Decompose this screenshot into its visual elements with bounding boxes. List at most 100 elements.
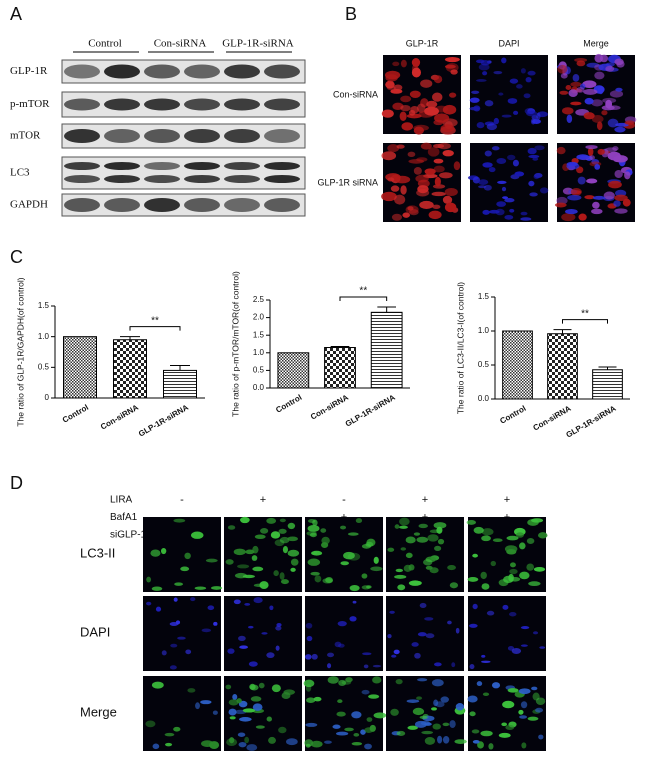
cell — [372, 676, 382, 684]
cell — [407, 151, 416, 158]
cell — [502, 196, 508, 200]
cell — [258, 682, 265, 689]
cell — [420, 720, 431, 726]
cell — [473, 105, 481, 112]
y-tick-label: 0 — [45, 393, 50, 402]
cell — [434, 113, 450, 123]
cell — [444, 56, 460, 63]
cell — [408, 109, 416, 116]
cell — [336, 731, 349, 736]
cell — [305, 654, 312, 660]
cell — [476, 121, 485, 129]
cell — [535, 697, 546, 706]
cell — [471, 729, 480, 734]
cell — [347, 532, 359, 536]
cell — [353, 733, 360, 737]
condition-sign: + — [260, 494, 266, 506]
cell — [582, 80, 597, 88]
cell — [246, 744, 258, 751]
y-axis-label: The ratio of p-mTOR/mTOR(of control) — [230, 271, 240, 417]
cell — [405, 552, 413, 559]
cell — [151, 586, 163, 591]
cell — [397, 584, 406, 591]
cell — [482, 209, 490, 215]
cell — [255, 725, 265, 729]
cell — [151, 681, 164, 689]
cell — [526, 110, 538, 117]
cell — [415, 581, 422, 586]
cell — [481, 654, 486, 658]
cell — [185, 649, 192, 655]
cell — [520, 644, 528, 647]
blot-band — [224, 98, 260, 111]
cell — [238, 635, 246, 642]
cell — [426, 100, 438, 108]
cell — [381, 191, 397, 202]
cell — [352, 600, 357, 604]
cell — [447, 565, 456, 571]
cell — [266, 652, 275, 659]
cell — [213, 621, 218, 626]
cell — [607, 105, 621, 110]
cell — [395, 568, 403, 573]
cell — [614, 194, 628, 201]
cell — [614, 169, 623, 179]
cell — [411, 67, 421, 78]
cell — [399, 525, 408, 529]
cell — [539, 187, 549, 194]
cell — [472, 739, 480, 744]
cell — [433, 522, 447, 529]
cell — [520, 701, 528, 709]
cell — [491, 682, 501, 689]
cell — [419, 200, 434, 209]
cell — [169, 621, 179, 626]
cell — [557, 64, 568, 74]
cell — [431, 191, 446, 197]
cell — [310, 571, 320, 576]
cell — [355, 518, 363, 524]
cell — [391, 213, 403, 221]
cell — [373, 712, 387, 719]
cell — [476, 681, 483, 687]
cell — [614, 126, 626, 133]
cell — [174, 582, 184, 586]
cell — [554, 202, 567, 208]
cell — [442, 104, 457, 115]
blot-band — [104, 198, 140, 212]
cell — [591, 99, 603, 107]
cell — [469, 663, 475, 670]
cell — [391, 654, 397, 658]
cell — [424, 737, 436, 745]
cell — [576, 87, 585, 93]
cell — [254, 534, 266, 539]
cell — [504, 545, 518, 553]
cell — [351, 741, 363, 746]
blot-band — [184, 162, 220, 170]
cell — [473, 526, 484, 534]
y-tick-label: 0.5 — [38, 362, 50, 371]
cell — [528, 581, 541, 587]
cell — [481, 583, 490, 590]
cell — [226, 738, 238, 747]
cell — [279, 518, 286, 523]
cell — [413, 166, 422, 175]
cell — [396, 730, 406, 736]
cell — [427, 534, 439, 542]
cell — [480, 571, 487, 580]
cell — [493, 117, 500, 125]
blot-band — [264, 175, 300, 183]
cell — [454, 739, 467, 744]
cell — [527, 716, 539, 721]
cell — [269, 605, 274, 611]
blot-band — [104, 98, 140, 111]
cell — [483, 184, 492, 191]
cell — [469, 97, 480, 103]
cell — [472, 603, 478, 610]
cell — [361, 543, 372, 549]
x-tick-label: Control — [61, 403, 90, 425]
cell — [232, 694, 238, 701]
cell — [601, 110, 608, 116]
cell — [252, 566, 264, 572]
cell — [337, 620, 347, 627]
cell — [586, 178, 598, 184]
